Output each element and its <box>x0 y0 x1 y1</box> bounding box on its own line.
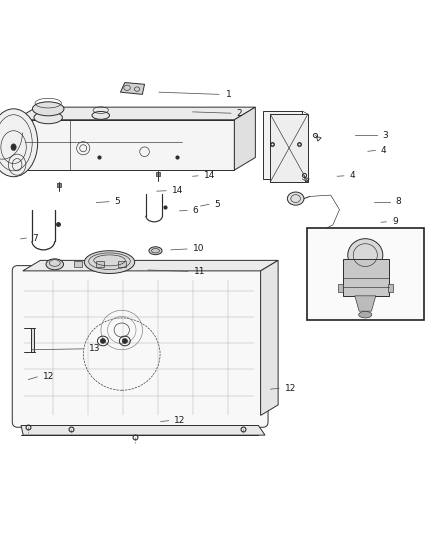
Polygon shape <box>15 120 234 170</box>
Ellipse shape <box>92 111 110 119</box>
Text: 6: 6 <box>193 206 198 215</box>
Text: 5: 5 <box>115 197 120 206</box>
Bar <box>338 284 343 292</box>
Ellipse shape <box>100 338 106 343</box>
Text: 12: 12 <box>43 373 54 382</box>
Ellipse shape <box>0 109 38 177</box>
Ellipse shape <box>359 311 372 318</box>
Text: 11: 11 <box>194 267 205 276</box>
Polygon shape <box>261 260 278 415</box>
Text: 12: 12 <box>174 416 186 425</box>
Text: 5: 5 <box>215 200 220 209</box>
Polygon shape <box>31 328 34 352</box>
Text: 10: 10 <box>193 245 204 254</box>
Bar <box>74 261 82 268</box>
Text: 13: 13 <box>89 344 100 353</box>
Text: 2: 2 <box>237 109 242 118</box>
Polygon shape <box>270 114 308 182</box>
Ellipse shape <box>34 111 62 124</box>
Text: 7: 7 <box>32 233 38 243</box>
Bar <box>307 228 424 320</box>
Polygon shape <box>263 111 302 179</box>
Bar <box>96 261 104 268</box>
Ellipse shape <box>149 247 162 255</box>
Bar <box>343 259 389 296</box>
Text: 4: 4 <box>381 146 387 155</box>
Ellipse shape <box>348 239 383 271</box>
Polygon shape <box>21 425 265 435</box>
Ellipse shape <box>122 338 127 343</box>
Ellipse shape <box>287 192 304 205</box>
Bar <box>118 261 126 268</box>
Polygon shape <box>23 260 278 271</box>
Ellipse shape <box>32 102 64 116</box>
Ellipse shape <box>11 144 16 150</box>
Text: 8: 8 <box>396 197 401 206</box>
Text: 9: 9 <box>392 217 398 227</box>
Ellipse shape <box>46 259 64 270</box>
FancyBboxPatch shape <box>12 265 268 427</box>
Text: 4: 4 <box>350 171 355 180</box>
Polygon shape <box>355 296 376 311</box>
Polygon shape <box>120 83 145 94</box>
Ellipse shape <box>84 251 135 273</box>
Text: 14: 14 <box>172 186 183 195</box>
Polygon shape <box>15 107 255 120</box>
Text: 12: 12 <box>285 384 296 393</box>
Bar <box>388 284 393 292</box>
Text: 3: 3 <box>382 131 388 140</box>
Text: 1: 1 <box>226 90 232 99</box>
Text: 14: 14 <box>204 171 215 180</box>
Polygon shape <box>234 107 255 170</box>
